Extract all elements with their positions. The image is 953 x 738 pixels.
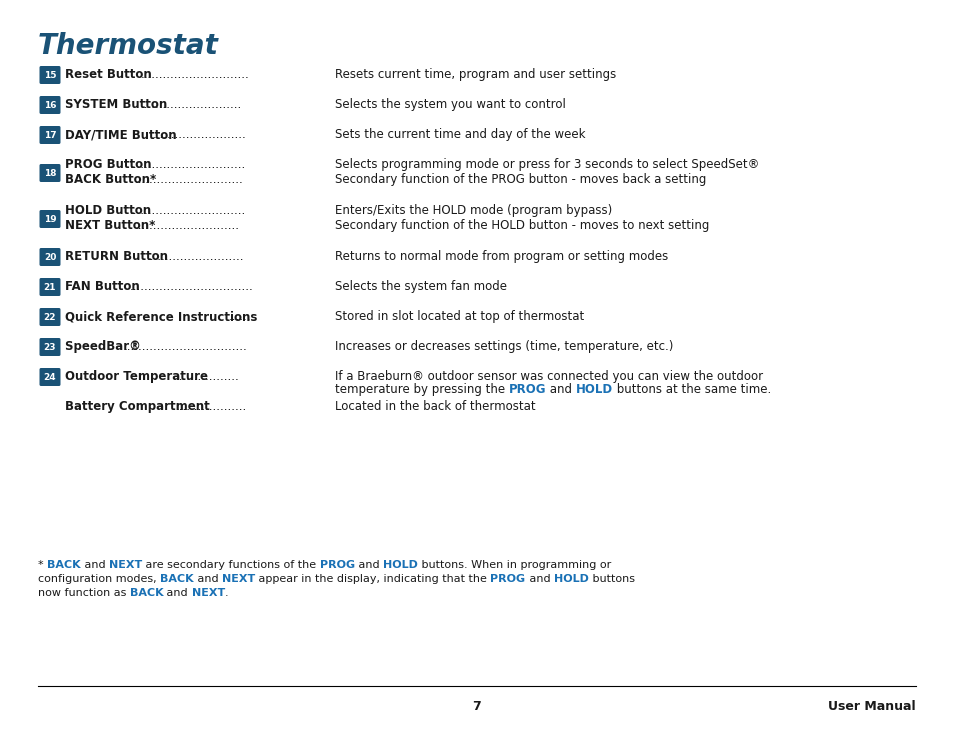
Text: .................................: ................................. — [123, 340, 247, 353]
Text: 23: 23 — [44, 342, 56, 351]
Text: Returns to normal mode from program or setting modes: Returns to normal mode from program or s… — [335, 250, 667, 263]
Text: Reset Button: Reset Button — [65, 68, 155, 81]
Text: 20: 20 — [44, 252, 56, 261]
Text: Located in the back of thermostat: Located in the back of thermostat — [335, 400, 535, 413]
Text: HOLD: HOLD — [382, 560, 417, 570]
FancyBboxPatch shape — [39, 66, 60, 84]
Text: PROG: PROG — [490, 574, 525, 584]
Text: NEXT: NEXT — [192, 588, 225, 598]
Text: PROG: PROG — [319, 560, 355, 570]
Text: and: and — [546, 383, 576, 396]
Text: ...............................: ............................... — [130, 158, 245, 171]
Text: .............................: ............................. — [141, 68, 250, 81]
Text: and: and — [81, 560, 109, 570]
Text: Resets current time, program and user settings: Resets current time, program and user se… — [335, 68, 616, 81]
Text: Increases or decreases settings (time, temperature, etc.): Increases or decreases settings (time, t… — [335, 340, 673, 353]
Text: *: * — [38, 560, 47, 570]
Text: ...................: ................... — [176, 400, 247, 413]
Text: .................: ................. — [176, 370, 239, 383]
Text: PROG Button: PROG Button — [65, 158, 152, 171]
Text: Thermostat: Thermostat — [38, 32, 218, 60]
Text: .................................: ................................. — [130, 280, 253, 293]
Text: and: and — [163, 588, 192, 598]
Text: HOLD: HOLD — [553, 574, 588, 584]
Text: NEXT: NEXT — [222, 574, 254, 584]
Text: ...............................: ............................... — [130, 204, 245, 217]
Text: 16: 16 — [44, 100, 56, 109]
Text: 22: 22 — [44, 312, 56, 322]
Text: 15: 15 — [44, 71, 56, 80]
FancyBboxPatch shape — [39, 126, 60, 144]
FancyBboxPatch shape — [39, 248, 60, 266]
Text: 18: 18 — [44, 168, 56, 178]
Text: NEXT: NEXT — [109, 560, 142, 570]
Text: ............................: ............................ — [135, 219, 240, 232]
Text: 24: 24 — [44, 373, 56, 382]
Text: DAY/TIME Button: DAY/TIME Button — [65, 128, 176, 141]
Text: .: . — [225, 588, 229, 598]
Text: ...........................: ........................... — [141, 98, 242, 111]
Text: Outdoor Temperature: Outdoor Temperature — [65, 370, 208, 383]
Text: Quick Reference Instructions: Quick Reference Instructions — [65, 310, 257, 323]
Text: Selects the system you want to control: Selects the system you want to control — [335, 98, 565, 111]
FancyBboxPatch shape — [39, 338, 60, 356]
Text: .........................: ......................... — [152, 128, 246, 141]
Text: NEXT Button*: NEXT Button* — [65, 219, 155, 232]
Text: now function as: now function as — [38, 588, 130, 598]
Text: HOLD: HOLD — [576, 383, 613, 396]
FancyBboxPatch shape — [39, 164, 60, 182]
Text: RETURN Button: RETURN Button — [65, 250, 172, 263]
Text: buttons: buttons — [588, 574, 634, 584]
Text: BACK Button*: BACK Button* — [65, 173, 156, 186]
Text: Battery Compartment: Battery Compartment — [65, 400, 210, 413]
Text: 17: 17 — [44, 131, 56, 139]
Text: and: and — [193, 574, 222, 584]
Text: .............................: ............................. — [135, 173, 244, 186]
Text: buttons. When in programming or: buttons. When in programming or — [417, 560, 611, 570]
FancyBboxPatch shape — [39, 210, 60, 228]
Text: User Manual: User Manual — [827, 700, 915, 713]
Text: BACK: BACK — [130, 588, 163, 598]
FancyBboxPatch shape — [39, 96, 60, 114]
Text: HOLD Button: HOLD Button — [65, 204, 151, 217]
Text: ......: ...... — [229, 310, 251, 323]
Text: Enters/Exits the HOLD mode (program bypass): Enters/Exits the HOLD mode (program bypa… — [335, 204, 612, 217]
Text: are secondary functions of the: are secondary functions of the — [142, 560, 319, 570]
Text: Secondary function of the HOLD button - moves to next setting: Secondary function of the HOLD button - … — [335, 219, 709, 232]
Text: Sets the current time and day of the week: Sets the current time and day of the wee… — [335, 128, 585, 141]
Text: Selects programming mode or press for 3 seconds to select SpeedSet®: Selects programming mode or press for 3 … — [335, 158, 759, 171]
Text: and: and — [355, 560, 382, 570]
Text: 21: 21 — [44, 283, 56, 292]
FancyBboxPatch shape — [39, 368, 60, 386]
FancyBboxPatch shape — [39, 308, 60, 326]
Text: appear in the display, indicating that the: appear in the display, indicating that t… — [254, 574, 490, 584]
Text: BACK: BACK — [160, 574, 193, 584]
Text: 7: 7 — [472, 700, 481, 713]
Text: Stored in slot located at top of thermostat: Stored in slot located at top of thermos… — [335, 310, 583, 323]
FancyBboxPatch shape — [39, 278, 60, 296]
Text: PROG: PROG — [508, 383, 546, 396]
Text: Selects the system fan mode: Selects the system fan mode — [335, 280, 506, 293]
Text: If a Braeburn® outdoor sensor was connected you can view the outdoor: If a Braeburn® outdoor sensor was connec… — [335, 370, 762, 383]
Text: BACK: BACK — [47, 560, 81, 570]
Text: Secondary function of the PROG button - moves back a setting: Secondary function of the PROG button - … — [335, 173, 705, 186]
Text: 19: 19 — [44, 215, 56, 224]
Text: FAN Button: FAN Button — [65, 280, 144, 293]
Text: SpeedBar®: SpeedBar® — [65, 340, 145, 353]
Text: SYSTEM Button: SYSTEM Button — [65, 98, 167, 111]
Text: temperature by pressing the: temperature by pressing the — [335, 383, 508, 396]
Text: and: and — [525, 574, 553, 584]
Text: configuration modes,: configuration modes, — [38, 574, 160, 584]
Text: ..........................: .......................... — [147, 250, 244, 263]
Text: buttons at the same time.: buttons at the same time. — [613, 383, 771, 396]
